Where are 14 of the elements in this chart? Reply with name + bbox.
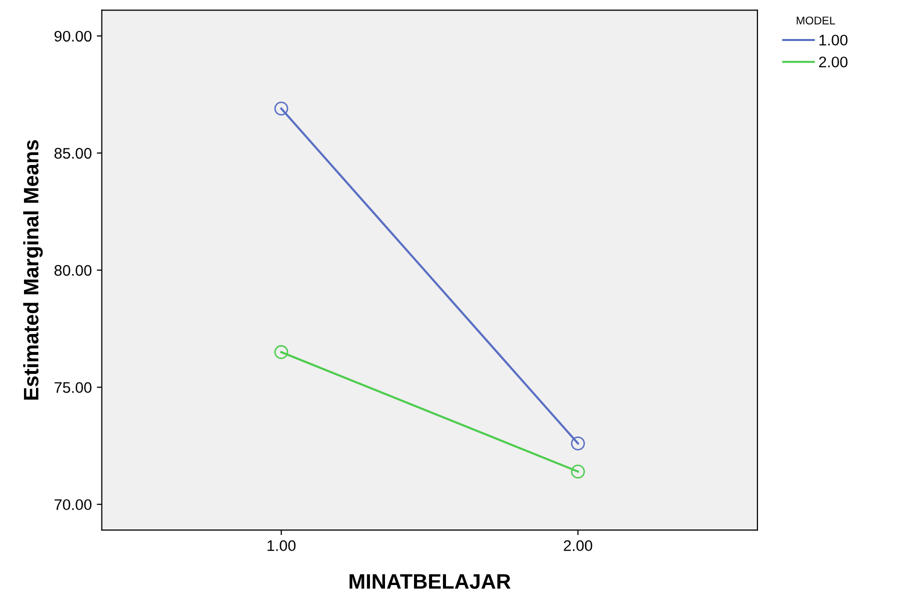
y-tick-label: 85.00 (54, 148, 92, 159)
y-tick-label: 80.00 (54, 265, 92, 276)
point (274, 345, 288, 360)
legend-label: 1.00 (820, 34, 848, 46)
point (571, 436, 585, 450)
y-tick-label: 75.00 (54, 382, 92, 393)
x-axis-title: MINATBELAJAR (350, 574, 511, 589)
legend-title: MODEL (796, 16, 836, 24)
y-tick-label: 90.00 (54, 30, 92, 42)
point (571, 464, 585, 479)
y-tick-label: 70.00 (54, 499, 92, 510)
legend-label: 2.00 (819, 56, 848, 68)
point (274, 102, 288, 116)
y-axis-title: Estimated Marginal Means (23, 140, 43, 400)
